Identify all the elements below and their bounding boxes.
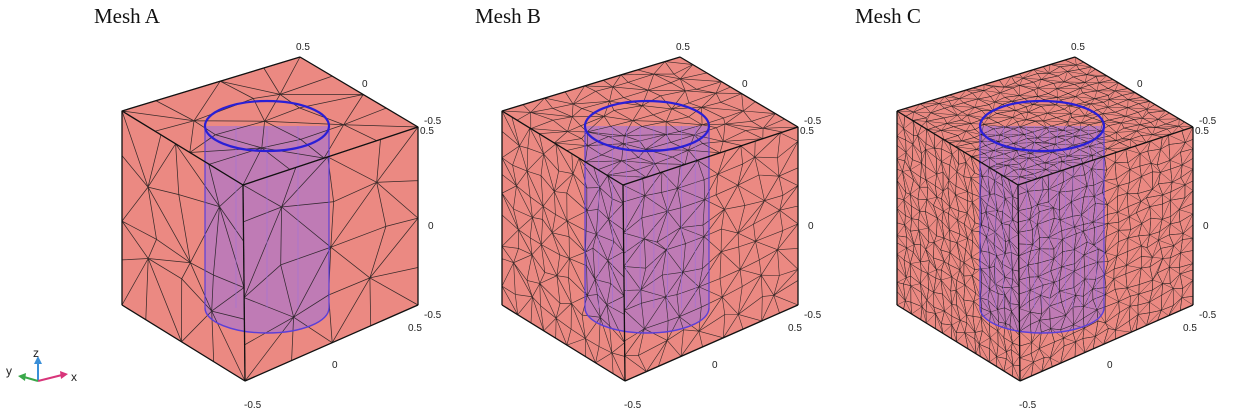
mesh-a-panel: 0.5 0 -0.5 0.5 0 -0.5 0.5 0 -0.5 [121, 42, 442, 411]
tick-bot-right-b: 0.5 [1183, 323, 1197, 334]
tick-bot-low: -0.5 [244, 400, 262, 411]
cube-edge [299, 56, 419, 128]
tick-top-back: 0.5 [1071, 42, 1085, 53]
cube-edge [501, 110, 624, 186]
tick-bot-mid: 0 [332, 360, 338, 371]
y-axis-arrow [23, 376, 39, 382]
tick-bot-right-b: 0.5 [408, 323, 422, 334]
mesh-b-title: Mesh B [475, 4, 541, 28]
cube-edge [121, 110, 244, 186]
cube-edge [896, 304, 1021, 382]
tick-bot-low: -0.5 [624, 400, 642, 411]
tick-mid-right: 0 [1203, 221, 1209, 232]
x-axis-label: x [71, 370, 77, 384]
cube-edge [244, 304, 419, 382]
mesh-b-geometry [501, 56, 799, 382]
cube-edge [121, 304, 246, 382]
tick-top-mid: 0 [1137, 79, 1143, 90]
cylinder-top-circle [978, 99, 1106, 153]
z-arrow-head [34, 356, 42, 364]
cylinder-bottom-edge [584, 307, 710, 334]
tick-top-right-b: 0.5 [420, 126, 434, 137]
cube-edge [121, 56, 301, 112]
tick-bot-right-a: -0.5 [1199, 310, 1217, 321]
cube-edge [501, 304, 626, 382]
mesh-c-panel: 0.5 0 -0.5 0.5 0 -0.5 0.5 0 -0.5 [896, 42, 1217, 411]
tick-bot-right-a: -0.5 [424, 310, 442, 321]
cube-edge [624, 304, 799, 382]
tick-top-right-b: 0.5 [1195, 126, 1209, 137]
cube-edge [622, 126, 799, 186]
cube-edge [896, 110, 1019, 186]
tick-top-back: 0.5 [676, 42, 690, 53]
tick-top-right-b: 0.5 [800, 126, 814, 137]
mesh-b-panel: 0.5 0 -0.5 0.5 0 -0.5 0.5 0 -0.5 [501, 42, 822, 411]
tick-top-right-a: -0.5 [804, 116, 822, 127]
cylinder-body [585, 126, 709, 333]
cube-edge [1017, 184, 1021, 382]
mesh-c-geometry [896, 56, 1194, 382]
tick-bot-mid: 0 [712, 360, 718, 371]
cylinder-top-circle [583, 99, 711, 153]
cylinder-bottom-edge [204, 307, 330, 334]
tick-top-back: 0.5 [296, 42, 310, 53]
cube-edge [622, 184, 626, 382]
y-axis-label: y [6, 364, 12, 378]
axes-triad: z y x [6, 346, 77, 384]
tick-top-right-a: -0.5 [424, 116, 442, 127]
mesh-c-title: Mesh C [855, 4, 921, 28]
tick-mid-right: 0 [428, 221, 434, 232]
cube-edge [896, 56, 1076, 112]
cylinder-top-circle [203, 99, 331, 153]
tick-mid-right: 0 [808, 221, 814, 232]
cylinder-bottom-edge [979, 307, 1105, 334]
tick-bot-mid: 0 [1107, 360, 1113, 371]
x-arrow-head [60, 371, 68, 379]
cube-edge [501, 56, 681, 112]
cube-edge [1017, 126, 1194, 186]
x-axis-arrow [37, 374, 63, 382]
y-arrow-head [18, 373, 26, 381]
cube-edge [242, 126, 419, 186]
cube-edge [1074, 56, 1194, 128]
mesh-a-title: Mesh A [94, 4, 160, 28]
z-axis-label: z [33, 346, 39, 360]
cube-edge [679, 56, 799, 128]
tick-bot-right-a: -0.5 [804, 310, 822, 321]
tick-bot-right-b: 0.5 [788, 323, 802, 334]
tick-top-mid: 0 [362, 79, 368, 90]
mesh-a-geometry [121, 56, 419, 382]
cube-edge [1019, 304, 1194, 382]
cube-edge [242, 184, 246, 382]
tick-top-right-a: -0.5 [1199, 116, 1217, 127]
tick-top-mid: 0 [742, 79, 748, 90]
tick-bot-low: -0.5 [1019, 400, 1037, 411]
